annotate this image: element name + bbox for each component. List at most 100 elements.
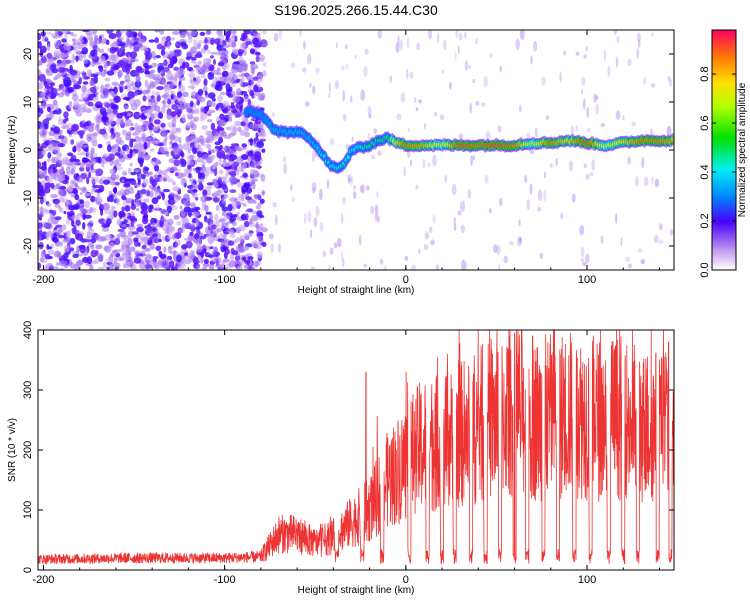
noise-blob — [173, 197, 179, 203]
noise-blob — [194, 108, 200, 115]
noise-blob — [615, 56, 619, 69]
noise-blob — [98, 235, 103, 242]
noise-blob — [347, 174, 351, 185]
noise-blob — [53, 52, 58, 57]
noise-blob — [69, 158, 77, 163]
noise-blob — [95, 104, 103, 109]
noise-blob — [217, 106, 222, 111]
noise-blob — [125, 67, 130, 75]
x-tick-label: -100 — [214, 574, 236, 586]
noise-blob — [45, 78, 51, 82]
noise-blob — [195, 218, 200, 227]
noise-blob — [66, 86, 75, 93]
noise-blob — [70, 139, 75, 145]
noise-blob — [80, 50, 88, 55]
noise-blob — [197, 88, 204, 96]
noise-blob — [187, 85, 196, 89]
noise-blob — [133, 257, 142, 264]
noise-blob — [178, 228, 185, 234]
noise-blob — [594, 95, 599, 100]
noise-blob — [125, 83, 134, 87]
noise-blob — [62, 224, 67, 231]
noise-blob — [236, 216, 242, 221]
noise-blob — [77, 265, 81, 270]
noise-blob — [123, 219, 128, 224]
noise-blob — [222, 100, 229, 107]
noise-blob — [38, 112, 42, 116]
noise-blob — [57, 59, 62, 64]
noise-blob — [575, 51, 580, 56]
noise-blob — [171, 117, 177, 124]
noise-blob — [203, 258, 209, 265]
noise-blob — [38, 262, 42, 269]
noise-blob — [88, 206, 94, 214]
noise-blob — [177, 127, 182, 134]
noise-blob — [228, 30, 232, 36]
noise-blob — [122, 248, 128, 257]
noise-blob — [589, 172, 594, 177]
noise-blob — [222, 227, 231, 235]
noise-blob — [515, 38, 520, 51]
noise-blob — [432, 214, 436, 224]
noise-blob — [55, 183, 60, 190]
noise-blob — [44, 222, 48, 226]
noise-blob — [252, 94, 256, 99]
noise-blob — [86, 136, 93, 142]
noise-blob — [89, 264, 94, 270]
noise-blob — [396, 113, 402, 121]
noise-blob — [80, 162, 85, 168]
chart-title: S196.2025.266.15.44.C30 — [274, 2, 438, 18]
noise-blob — [254, 151, 262, 159]
noise-blob — [126, 244, 130, 249]
noise-blob — [122, 129, 127, 136]
noise-blob — [121, 224, 127, 228]
noise-blob — [104, 234, 113, 241]
noise-blob — [51, 156, 60, 164]
noise-blob — [111, 205, 116, 210]
noise-blob — [87, 101, 94, 107]
noise-blob — [75, 110, 83, 117]
noise-blob — [379, 258, 384, 265]
noise-blob — [84, 200, 90, 209]
noise-blob — [221, 237, 228, 244]
noise-blob — [49, 82, 56, 87]
noise-blob — [613, 30, 617, 36]
noise-blob — [468, 65, 472, 70]
noise-blob — [509, 240, 514, 246]
noise-blob — [475, 100, 480, 106]
noise-blob — [209, 263, 215, 270]
noise-blob — [289, 184, 293, 192]
noise-blob — [194, 141, 199, 150]
noise-blob — [219, 176, 228, 180]
noise-blob — [408, 127, 410, 132]
noise-blob — [206, 135, 215, 142]
noise-blob — [126, 30, 133, 38]
noise-blob — [154, 173, 158, 181]
noise-blob — [155, 55, 161, 59]
noise-blob — [69, 69, 78, 76]
noise-blob — [38, 234, 42, 242]
noise-blob — [130, 217, 138, 222]
noise-blob — [61, 38, 67, 43]
noise-blob — [138, 173, 142, 180]
noise-blob — [140, 115, 147, 120]
noise-blob — [587, 127, 590, 133]
noise-blob — [196, 264, 201, 270]
noise-blob — [327, 92, 331, 99]
noise-blob — [208, 150, 212, 156]
noise-blob — [63, 76, 71, 85]
noise-blob — [654, 178, 659, 188]
noise-blob — [243, 30, 251, 35]
y-tick-label: 300 — [22, 381, 34, 399]
noise-blob — [65, 231, 69, 237]
noise-blob — [106, 30, 114, 35]
noise-blob — [104, 245, 112, 253]
noise-blob — [241, 154, 249, 160]
noise-blob — [185, 240, 193, 249]
noise-blob — [200, 75, 206, 79]
noise-blob — [165, 151, 170, 157]
noise-blob — [152, 233, 158, 238]
noise-blob — [127, 91, 135, 99]
noise-blob — [182, 76, 186, 81]
noise-blob — [71, 123, 80, 132]
